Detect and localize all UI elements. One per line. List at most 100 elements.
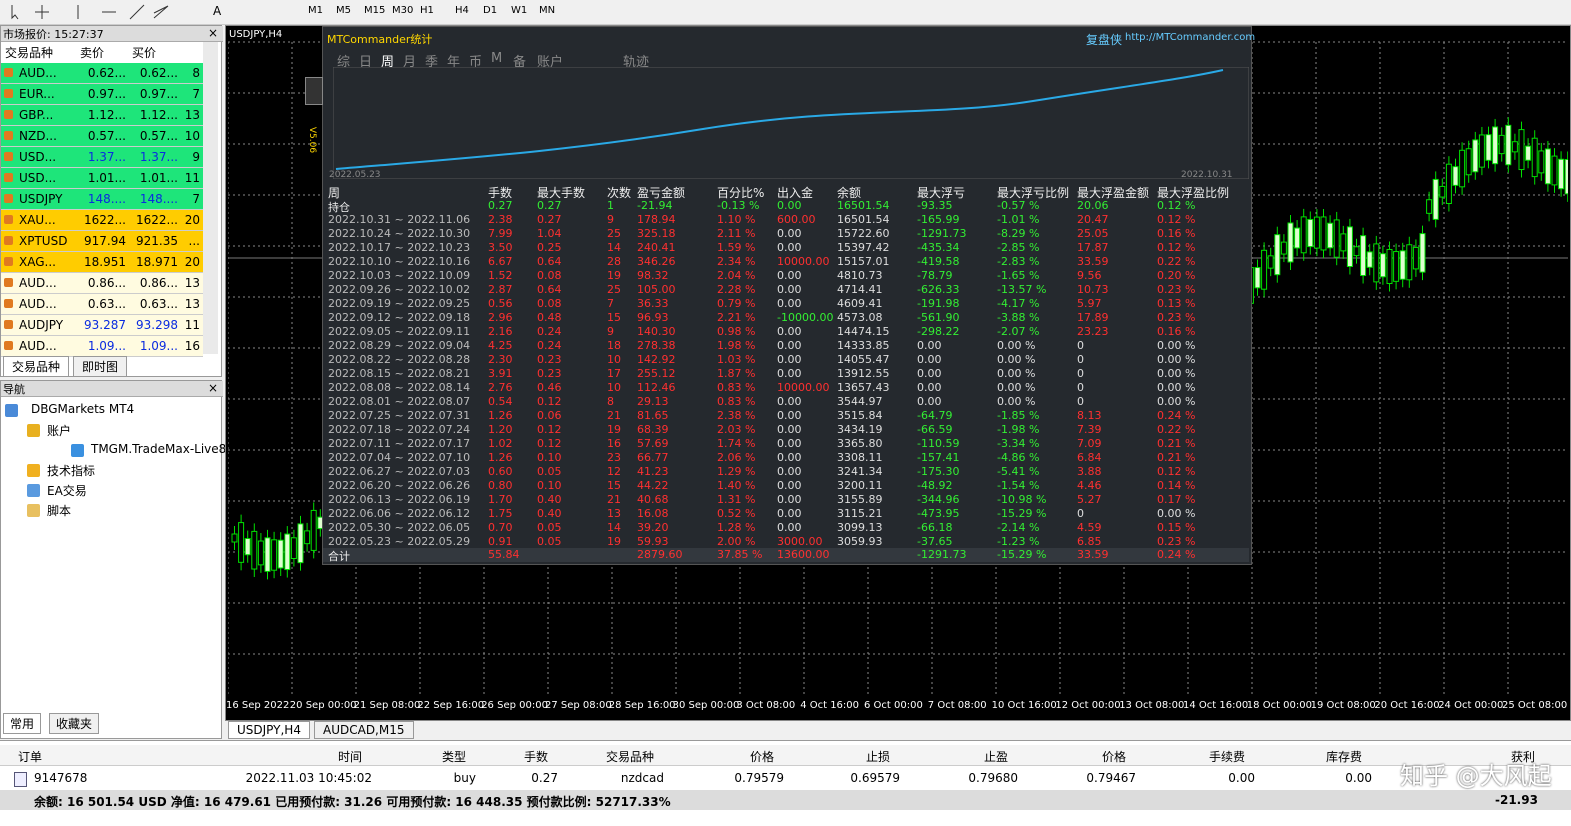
tree-item[interactable]: 脚本: [47, 504, 72, 518]
timeframe-button[interactable]: MN: [539, 5, 556, 16]
timeframe-button[interactable]: H4: [455, 5, 469, 16]
tab[interactable]: 常用: [3, 713, 42, 734]
stats-tab[interactable]: 备: [513, 55, 527, 70]
chart-title: USDJPY,H4: [229, 29, 283, 40]
market-row[interactable]: AUD... 1.09... 1.09... 16: [1, 336, 203, 357]
market-row[interactable]: AUD... 0.62... 0.62... 8: [1, 63, 203, 84]
market-row[interactable]: XAU... 1622... 1622... 20: [1, 210, 203, 231]
market-row[interactable]: AUD... 0.63... 0.63... 13: [1, 294, 203, 315]
timeframe-button[interactable]: M30: [392, 5, 414, 16]
tree: DBGMarkets MT4 账户 TMGM.TradeMax-Live8 技术指标 E…: [1, 401, 226, 541]
tree-item[interactable]: DBGMarkets MT4: [31, 402, 135, 416]
tree-item[interactable]: 技术指标: [47, 464, 96, 478]
stats-cell: 1.26: [488, 409, 513, 422]
order-row[interactable]: 9147678 2022.11.03 10:45:02 buy 0.27 nzdcad 0…: [0, 768, 1571, 788]
market-row[interactable]: GBP... 1.12... 1.12... 13: [1, 105, 203, 126]
market-row[interactable]: USDJPY 148.... 148.... 7: [1, 189, 203, 210]
candle-body: [1439, 185, 1446, 198]
stats-cell: 2022.10.17 ~ 2022.10.23: [328, 241, 471, 254]
toolbar: A M1 M5 M15 M30 H1 H4 D1 W1 MN: [0, 0, 1571, 25]
stats-cell: 2022.08.22 ~ 2022.08.28: [328, 353, 471, 366]
stats-cell: 0.21 %: [1157, 451, 1196, 464]
timeframe-button[interactable]: M15: [364, 5, 386, 16]
cell: 1.12...: [87, 108, 126, 122]
stats-tab[interactable]: 周: [381, 55, 395, 70]
market-row[interactable]: USD... 1.01... 1.01... 11: [1, 168, 203, 189]
stats-tab[interactable]: 日: [359, 55, 373, 70]
stats-cell: 14474.15: [837, 325, 890, 338]
stats-cell: 59.93: [637, 535, 669, 548]
side-button[interactable]: [305, 77, 323, 105]
stats-cell: -561.90: [917, 311, 960, 324]
stats-tab[interactable]: 月: [403, 55, 417, 70]
candle-body: [251, 530, 258, 570]
candle-body: [238, 522, 245, 563]
stats-cell: 2.96: [488, 311, 513, 324]
stats-header: 周: [328, 186, 341, 200]
candle-body: [257, 540, 264, 566]
stats-cell: 0.00 %: [1157, 339, 1196, 352]
candle-body: [1360, 235, 1367, 277]
chart-tab[interactable]: AUDCAD,M15: [314, 721, 414, 739]
stats-cell: 81.65: [637, 409, 669, 422]
tab[interactable]: 即时图: [73, 356, 128, 377]
timeframe-button[interactable]: W1: [511, 5, 528, 16]
market-row[interactable]: AUDJPY 93.287 93.298 11: [1, 315, 203, 336]
tab[interactable]: 交易品种: [3, 356, 70, 377]
stats-cell: 0.64: [537, 283, 562, 296]
market-row[interactable]: NZD... 0.57... 0.57... 10: [1, 126, 203, 147]
stats-cell: 2022.08.15 ~ 2022.08.21: [328, 367, 471, 380]
stats-cell: 1.31 %: [717, 493, 756, 506]
chart-tab[interactable]: USDJPY,H4: [228, 721, 310, 739]
market-row[interactable]: XAG... 18.951 18.971 20: [1, 252, 203, 273]
stats-cell: 2022.10.10 ~ 2022.10.16: [328, 255, 471, 268]
stats-cell: 14333.85: [837, 339, 890, 352]
timeframe-button[interactable]: M5: [336, 5, 351, 16]
stats-cell: 14055.47: [837, 353, 890, 366]
candle-body: [1386, 248, 1393, 285]
timeframe-button[interactable]: M1: [308, 5, 323, 16]
cell: 11: [184, 318, 200, 332]
tree-item[interactable]: EA交易: [47, 484, 87, 498]
stats-tab[interactable]: 年: [447, 55, 461, 70]
stats-cell: 19: [607, 269, 621, 282]
stats-header: 手数: [488, 186, 513, 200]
tree-icon: [27, 504, 40, 517]
cell: 13: [184, 297, 200, 311]
cell: 0.62...: [87, 66, 126, 80]
stats-tab[interactable]: 轨迹: [623, 55, 650, 70]
stats-tab[interactable]: 季: [425, 55, 439, 70]
cell: 148....: [87, 192, 126, 206]
stats-cell: 10: [607, 381, 621, 394]
market-row[interactable]: AUD... 0.86... 0.86... 13: [1, 273, 203, 294]
market-row[interactable]: XPTUSD 917.94 921.35...: [1, 231, 203, 252]
candle-body: [1346, 226, 1353, 268]
close-button[interactable]: ×: [208, 26, 219, 40]
timeframe-button[interactable]: D1: [483, 5, 498, 16]
stats-tab[interactable]: M: [491, 51, 503, 66]
stats-cell: 0.00: [777, 353, 802, 366]
market-row[interactable]: USD... 1.37... 1.37... 9: [1, 147, 203, 168]
x-axis-label: 21 Sep 08:00: [353, 700, 421, 711]
stats-table: 周 手数 最大手数 次数 盈亏金额 百分比% 出入金 余额 最大浮亏 最大浮亏比例 最大浮盈金额 最大…: [323, 184, 1251, 563]
timeframe-button[interactable]: H1: [420, 5, 434, 16]
market-row[interactable]: EUR... 0.97... 0.97... 7: [1, 84, 203, 105]
stats-cell: 2022.10.31 ~ 2022.11.06: [328, 213, 471, 226]
stats-cell: 0.70: [488, 521, 513, 534]
total-row: 合计 55.84 2879.60 37.85 % 13600.00 -1291.73 -15…: [323, 548, 1249, 563]
tab[interactable]: 收藏夹: [49, 713, 100, 734]
stats-cell: 0.00 %: [997, 339, 1036, 352]
stats-tab[interactable]: 账户: [537, 55, 564, 70]
stats-cell: -64.79: [917, 409, 953, 422]
stats-tab[interactable]: 综: [337, 55, 351, 70]
candle-body: [290, 537, 297, 560]
stats-cell: 2022.10.24 ~ 2022.10.30: [328, 227, 471, 240]
url[interactable]: http://MTCommander.com: [1125, 32, 1256, 43]
tree-item[interactable]: 账户: [47, 424, 72, 438]
text-tool[interactable]: A: [213, 4, 222, 18]
scrollbar[interactable]: [203, 42, 218, 354]
stats-tab[interactable]: 币: [469, 55, 483, 70]
candle-body: [1280, 241, 1287, 255]
tree-item[interactable]: TMGM.TradeMax-Live8: [91, 442, 227, 456]
cell: XAG...: [19, 255, 56, 269]
